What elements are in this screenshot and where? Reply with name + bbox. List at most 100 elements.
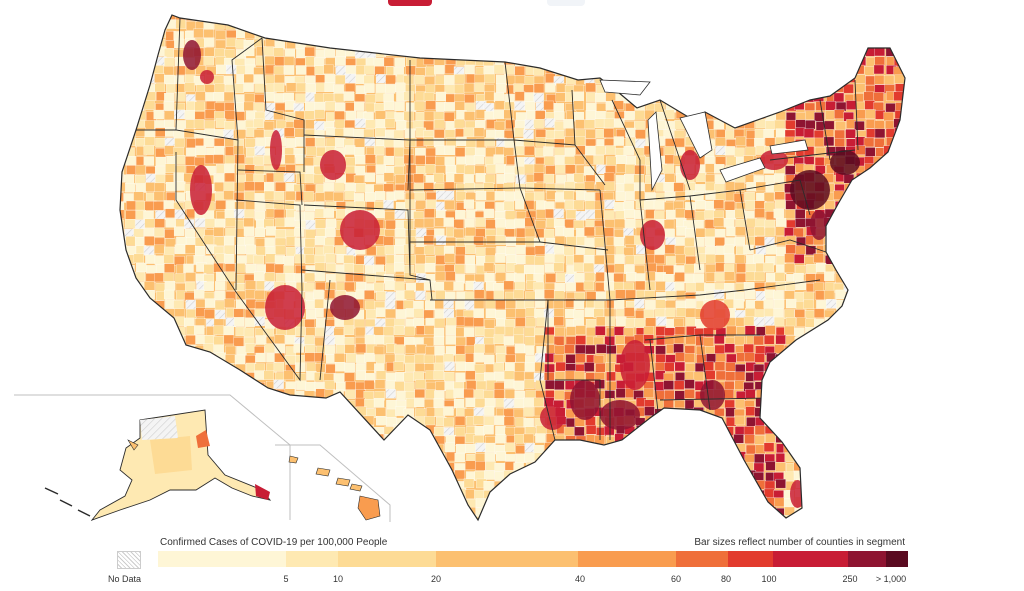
county-cell[interactable] [533, 93, 544, 103]
county-cell[interactable] [265, 22, 276, 32]
county-cell[interactable] [363, 255, 375, 266]
county-cell[interactable] [734, 254, 746, 265]
county-cell[interactable] [825, 388, 837, 399]
county-cell[interactable] [714, 29, 726, 40]
county-cell[interactable] [313, 174, 324, 184]
county-cell[interactable] [684, 273, 695, 284]
county-cell[interactable] [794, 327, 805, 337]
county-cell[interactable] [805, 120, 816, 130]
county-cell[interactable] [525, 37, 536, 47]
county-cell[interactable] [726, 353, 737, 364]
county-cell[interactable] [664, 488, 675, 498]
county-cell[interactable] [754, 236, 765, 246]
county-cell[interactable] [405, 489, 416, 499]
county-cell[interactable] [273, 379, 284, 389]
county-cell[interactable] [855, 506, 867, 516]
county-cell[interactable] [746, 506, 757, 517]
county-cell[interactable] [565, 274, 576, 284]
county-cell[interactable] [123, 372, 134, 382]
county-cell[interactable] [824, 29, 836, 40]
county-cell[interactable] [274, 28, 286, 39]
county-cell[interactable] [556, 57, 567, 68]
county-cell[interactable] [905, 247, 915, 256]
county-cell[interactable] [813, 74, 825, 84]
county-cell[interactable] [643, 514, 655, 524]
county-cell[interactable] [874, 20, 885, 30]
county-cell[interactable] [444, 442, 455, 452]
county-cell[interactable] [265, 478, 277, 489]
county-cell[interactable] [734, 507, 745, 517]
county-cell[interactable] [836, 471, 847, 482]
county-cell[interactable] [855, 101, 867, 112]
county-cell[interactable] [124, 11, 136, 21]
county-cell[interactable] [495, 309, 506, 320]
county-cell[interactable] [283, 56, 295, 66]
county-cell[interactable] [856, 289, 867, 300]
county-cell[interactable] [375, 307, 387, 317]
county-cell[interactable] [793, 363, 805, 373]
county-cell[interactable] [195, 299, 206, 309]
county-cell[interactable] [554, 380, 565, 390]
county-cell[interactable] [263, 388, 275, 399]
county-cell[interactable] [383, 138, 395, 148]
county-cell[interactable] [395, 82, 406, 93]
county-cell[interactable] [774, 344, 785, 354]
county-cell[interactable] [764, 57, 775, 67]
county-cell[interactable] [553, 262, 564, 273]
county-cell[interactable] [374, 29, 385, 40]
county-cell[interactable] [505, 308, 516, 318]
county-cell[interactable] [793, 344, 805, 354]
county-cell[interactable] [673, 380, 685, 390]
county-cell[interactable] [315, 192, 326, 202]
county-cell[interactable] [563, 190, 574, 200]
county-cell[interactable] [334, 182, 345, 192]
county-cell[interactable] [424, 325, 435, 335]
county-cell[interactable] [403, 517, 414, 526]
county-cell[interactable] [285, 426, 296, 436]
county-cell[interactable] [735, 443, 746, 453]
county-cell[interactable] [215, 426, 226, 436]
county-cell[interactable] [564, 164, 576, 174]
county-cell[interactable] [796, 37, 807, 47]
county-cell[interactable] [445, 489, 456, 499]
county-cell[interactable] [696, 100, 707, 110]
county-cell[interactable] [674, 461, 686, 472]
county-cell[interactable] [116, 363, 127, 373]
county-cell[interactable] [645, 47, 656, 58]
county-cell[interactable] [475, 247, 487, 257]
county-cell[interactable] [505, 12, 516, 21]
county-cell[interactable] [385, 372, 397, 382]
county-cell[interactable] [525, 488, 536, 499]
county-cell[interactable] [425, 100, 436, 110]
county-cell[interactable] [116, 424, 127, 434]
county-cell[interactable] [684, 263, 695, 274]
county-cell[interactable] [644, 443, 655, 453]
county-cell[interactable] [423, 47, 435, 57]
county-cell[interactable] [134, 30, 145, 40]
county-cell[interactable] [703, 11, 715, 21]
county-cell[interactable] [793, 227, 804, 238]
county-cell[interactable] [296, 21, 307, 32]
county-cell[interactable] [444, 372, 455, 382]
county-cell[interactable] [294, 461, 305, 472]
county-cell[interactable] [835, 381, 847, 391]
county-cell[interactable] [233, 12, 244, 21]
county-cell[interactable] [746, 498, 757, 508]
county-cell[interactable] [453, 11, 464, 20]
county-cell[interactable] [815, 344, 827, 354]
county-cell[interactable] [863, 91, 874, 101]
county-cell[interactable] [604, 210, 615, 220]
county-cell[interactable] [233, 208, 245, 219]
county-cell[interactable] [895, 505, 906, 515]
county-cell[interactable] [354, 165, 366, 176]
county-cell[interactable] [805, 30, 816, 40]
county-cell[interactable] [384, 280, 395, 290]
county-cell[interactable] [144, 307, 155, 317]
county-cell[interactable] [134, 354, 146, 364]
county-cell[interactable] [784, 406, 795, 417]
county-cell[interactable] [883, 346, 895, 356]
county-cell[interactable] [854, 39, 865, 49]
county-cell[interactable] [114, 290, 125, 300]
county-cell[interactable] [136, 262, 147, 273]
county-cell[interactable] [524, 327, 535, 337]
